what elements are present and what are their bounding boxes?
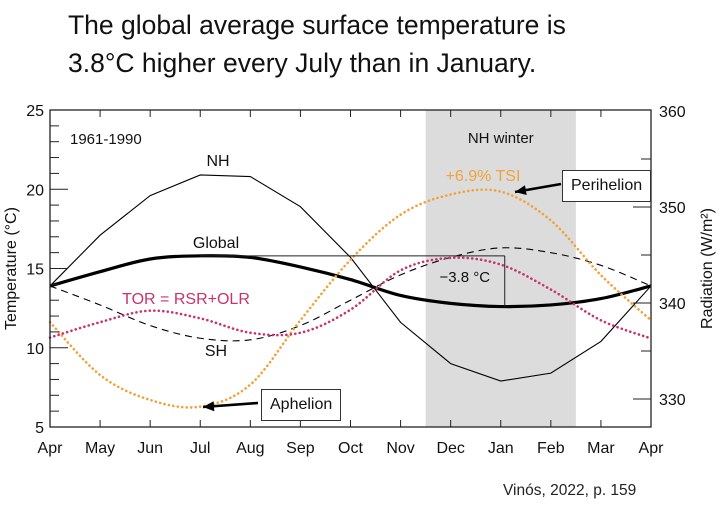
x-tick-label: Jul (190, 440, 210, 457)
y-right-tick-label: 360 (659, 104, 686, 121)
x-tick-label: Apr (639, 440, 665, 457)
y-right-tick-label: 350 (659, 200, 686, 217)
y-right-tick-label: 330 (659, 392, 686, 409)
x-tick-label: Jun (137, 440, 163, 457)
axes-layer: Apr May Jun Jul Aug Sep Oct Nov Dec Jan Feb Mar Apr 5… (26, 103, 686, 457)
nh-winter-label: NH winter (468, 130, 534, 147)
arrowhead-icon (203, 401, 215, 412)
series-line-tor-rsr-olr (48, 256, 653, 340)
minus-3-8-bracket (200, 255, 506, 307)
sh-series-label: SH (205, 343, 227, 360)
tor-series-label: TOR = RSR+OLR (122, 291, 250, 308)
y-axis-right-label: Radiation (W/m²) (699, 208, 716, 329)
nh-series-label: NH (206, 153, 229, 170)
y-left-tick-label: 5 (35, 420, 44, 437)
x-tick-label: May (85, 440, 115, 457)
y-left-tick-label: 15 (26, 262, 44, 279)
y-axis-left-label: Temperature (°C) (3, 207, 20, 330)
series-line-sh (49, 247, 652, 342)
title-line-2: 3.8°C higher every July than in January. (68, 48, 537, 78)
x-tick-label: Jan (488, 440, 514, 457)
y-left-tick-label: 20 (26, 182, 44, 199)
citation: Vinós, 2022, p. 159 (503, 482, 637, 499)
series-line-nh (49, 174, 652, 382)
x-tick-label: Feb (537, 440, 565, 457)
nh-winter-shaded-region (425, 110, 576, 427)
x-tick-label: Apr (38, 440, 64, 457)
title-line-1: The global average surface temperature i… (68, 10, 566, 40)
y-left-tick-label: 10 (26, 341, 44, 358)
x-tick-label: Sep (286, 440, 315, 457)
global-series-label: Global (193, 235, 239, 252)
x-tick-label: Oct (338, 440, 363, 457)
annotation-arrows (202, 182, 562, 412)
x-tick-label: Dec (436, 440, 464, 457)
x-tick-label: Mar (587, 440, 615, 457)
arrowhead-icon (515, 185, 527, 196)
tsi-series-label: +6.9% TSI (446, 168, 521, 185)
period-label: 1961-1990 (70, 131, 142, 148)
x-tick-label: Nov (386, 440, 414, 457)
aphelion-callout: Aphelion (261, 389, 342, 421)
aphelion-arrow (202, 401, 259, 412)
y-right-tick-label: 340 (659, 296, 686, 313)
x-tick-label: Aug (236, 440, 264, 457)
perihelion-callout: Perihelion (562, 170, 652, 202)
bracket-label: −3.8 °C (439, 269, 490, 286)
series-layer (48, 174, 653, 409)
series-line-6-9-tsi (48, 188, 653, 409)
slide-title: The global average surface temperature i… (68, 6, 708, 82)
perihelion-arrow (514, 182, 562, 196)
y-left-tick-label: 25 (26, 103, 44, 120)
series-line-global (49, 254, 652, 309)
